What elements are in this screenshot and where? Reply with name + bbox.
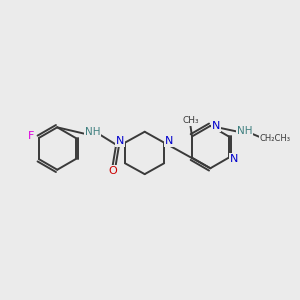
Text: CH₂CH₃: CH₂CH₃ <box>260 134 291 143</box>
Text: NH: NH <box>85 127 100 137</box>
Text: N: N <box>116 136 124 146</box>
Text: CH₃: CH₃ <box>182 116 199 125</box>
Text: N: N <box>230 154 238 164</box>
Text: N: N <box>165 136 174 146</box>
Text: N: N <box>212 121 220 131</box>
Text: NH: NH <box>237 126 253 136</box>
Text: F: F <box>28 131 35 142</box>
Text: O: O <box>108 166 117 176</box>
